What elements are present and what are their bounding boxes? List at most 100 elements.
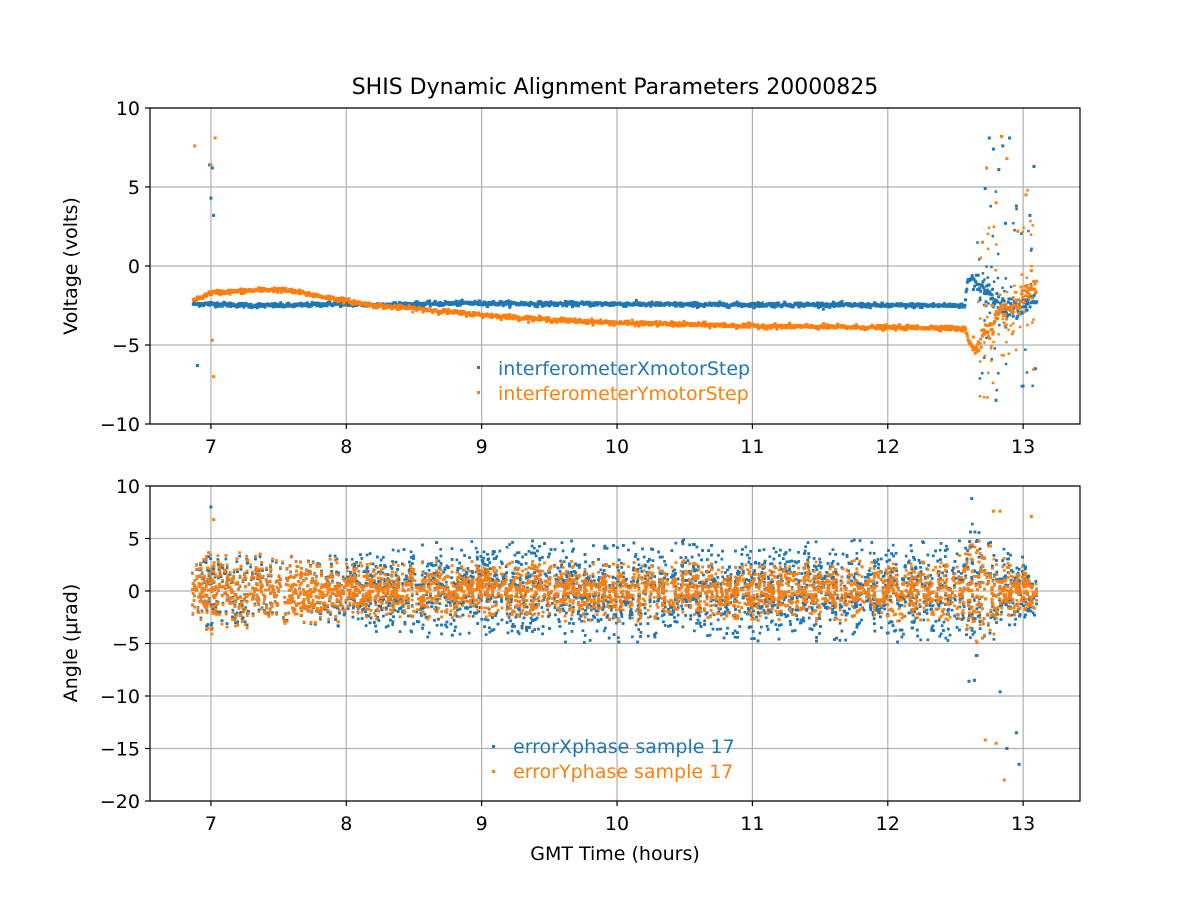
data-point (398, 303, 401, 307)
data-point (381, 303, 385, 307)
data-point (984, 300, 988, 304)
data-point (985, 284, 989, 288)
data-point (548, 318, 552, 322)
data-point (1025, 276, 1028, 279)
data-point (760, 301, 764, 305)
data-point (986, 396, 989, 399)
data-point (1015, 207, 1018, 211)
data-point (654, 302, 658, 306)
data-point (293, 289, 297, 292)
data-point (1018, 299, 1022, 303)
data-point (880, 301, 884, 305)
data-point (218, 289, 222, 293)
data-point (437, 312, 441, 316)
data-point (246, 303, 250, 307)
data-point (725, 302, 729, 306)
data-point (508, 305, 512, 309)
data-point (1033, 367, 1037, 371)
data-point (859, 301, 863, 305)
data-point (241, 289, 245, 293)
data-point (796, 301, 800, 305)
data-point (1004, 362, 1008, 366)
data-point (642, 322, 646, 326)
data-point (370, 302, 374, 306)
data-point (904, 306, 908, 310)
data-point (879, 305, 883, 309)
data-point (831, 303, 835, 307)
data-point (470, 312, 474, 316)
data-point (279, 301, 283, 305)
data-point (239, 304, 243, 308)
data-point (428, 304, 432, 308)
data-point (535, 302, 539, 306)
data-point (996, 276, 1000, 280)
data-point (700, 324, 704, 328)
data-point (568, 317, 572, 321)
data-point (483, 300, 487, 304)
data-point (484, 302, 488, 306)
series-errorXphase-sample-17 (191, 497, 1038, 766)
data-point (703, 320, 707, 324)
x-tick-label: 11 (740, 436, 764, 458)
data-point (982, 395, 986, 399)
data-point (214, 291, 218, 295)
data-point (411, 310, 415, 314)
data-point (774, 304, 778, 308)
data-point (481, 316, 485, 319)
data-point (228, 290, 231, 294)
data-point (634, 299, 638, 302)
legend-marker-interferometerXmotorStep (477, 366, 480, 369)
x-tick-label: 13 (1011, 436, 1035, 458)
data-point (983, 288, 987, 292)
data-point (990, 344, 993, 348)
data-point (531, 319, 535, 323)
data-point (748, 305, 752, 309)
data-point (997, 295, 1001, 299)
data-point (678, 304, 682, 308)
data-point (439, 303, 443, 307)
data-point (453, 309, 457, 313)
data-point (637, 324, 641, 328)
data-point (297, 288, 301, 292)
data-point (273, 302, 277, 305)
data-point (671, 321, 675, 325)
data-point (1004, 310, 1008, 314)
data-point (1013, 229, 1016, 232)
data-point (964, 328, 967, 331)
data-point (985, 166, 989, 170)
data-point (539, 315, 543, 319)
data-point (993, 320, 996, 323)
data-point (1024, 193, 1028, 197)
data-point (381, 302, 385, 306)
data-point (325, 304, 329, 308)
data-point (988, 336, 992, 340)
data-point (275, 303, 279, 307)
data-point (978, 298, 982, 302)
data-point (691, 301, 694, 305)
data-point (791, 305, 795, 309)
data-point (195, 364, 199, 367)
data-point (527, 320, 530, 324)
data-point (760, 325, 764, 329)
data-point (1033, 282, 1037, 286)
data-point (987, 283, 991, 287)
data-point (990, 327, 994, 331)
data-point (1032, 165, 1036, 168)
data-point (226, 304, 230, 308)
data-point (983, 341, 986, 344)
data-point (1009, 324, 1013, 327)
data-point (739, 302, 743, 306)
data-point (1032, 368, 1035, 371)
data-point (1017, 312, 1021, 315)
data-point (691, 322, 695, 325)
data-point (270, 302, 274, 306)
data-point (1015, 315, 1019, 319)
data-point (962, 305, 966, 309)
data-point (398, 300, 401, 304)
data-point (998, 293, 1002, 296)
data-point (619, 320, 623, 323)
data-point (978, 317, 982, 320)
data-point (590, 317, 594, 321)
data-point (991, 330, 995, 334)
